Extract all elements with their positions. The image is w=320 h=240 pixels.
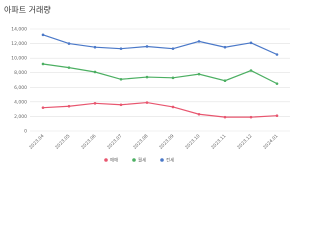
chart-title: 아파트 거래량 — [4, 5, 51, 15]
series-line — [42, 34, 278, 56]
legend-label: 월세 — [138, 157, 146, 164]
legend-label: 전세 — [166, 157, 174, 164]
data-point — [249, 41, 253, 45]
data-point — [223, 79, 227, 83]
y-tick-label: 2,000 — [14, 114, 27, 120]
data-point — [171, 105, 175, 109]
y-tick-label: 4,000 — [14, 99, 27, 105]
data-point — [145, 75, 149, 79]
data-point — [119, 47, 123, 50]
data-point — [249, 69, 253, 72]
y-tick-label: 14,000 — [11, 27, 27, 33]
legend-marker — [104, 158, 108, 162]
data-point — [41, 106, 45, 109]
series-line — [42, 63, 278, 85]
series-line — [42, 101, 278, 118]
data-point — [119, 103, 123, 107]
data-point — [249, 115, 253, 119]
data-point — [197, 72, 201, 76]
data-point — [93, 70, 97, 74]
chart: 아파트 거래량 0 2,000 4,000 6,000 8,000 10,000 12,00… — [0, 0, 296, 167]
data-point — [67, 66, 71, 69]
y-tick-label: 10,000 — [11, 56, 27, 62]
data-point — [223, 45, 227, 49]
y-tick-label: 6,000 — [14, 85, 27, 91]
data-point — [93, 45, 97, 49]
data-point — [67, 104, 71, 108]
data-point — [275, 82, 279, 85]
data-point — [41, 33, 45, 37]
data-point — [171, 76, 175, 80]
data-point — [171, 47, 175, 50]
background — [0, 0, 296, 167]
data-point — [197, 112, 201, 116]
data-point — [275, 114, 279, 117]
legend-marker — [160, 158, 164, 162]
data-point — [145, 45, 149, 48]
data-point — [223, 115, 227, 119]
data-point — [197, 40, 201, 43]
data-point — [41, 62, 45, 66]
data-point — [67, 42, 71, 45]
y-tick-label: 0 — [24, 129, 27, 135]
data-point — [93, 102, 97, 105]
data-point — [145, 101, 149, 104]
y-tick-label: 12,000 — [11, 41, 27, 47]
legend-label: 매매 — [110, 157, 118, 164]
legend-marker — [132, 158, 136, 162]
data-point — [119, 77, 123, 81]
y-tick-label: 8,000 — [14, 70, 27, 76]
data-point — [275, 53, 279, 56]
